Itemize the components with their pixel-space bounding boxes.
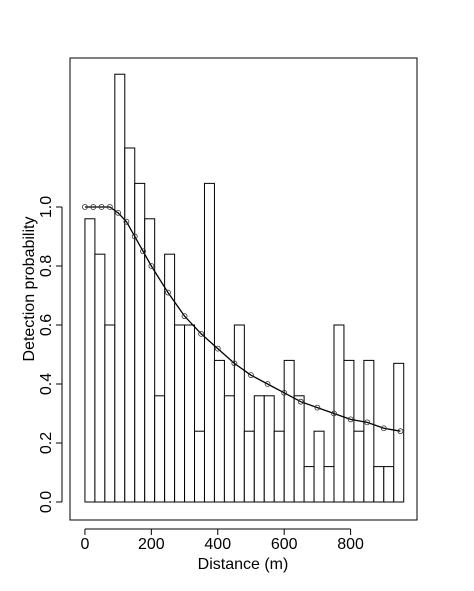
curve-point [165, 289, 171, 296]
bar [253, 395, 265, 503]
curve-point [314, 404, 321, 411]
curve-point [397, 428, 404, 435]
curve-point [181, 313, 188, 320]
curve-point [90, 204, 97, 210]
y-tick-label: 0.6 [38, 314, 55, 336]
bar [124, 147, 136, 503]
curve-point [115, 209, 122, 216]
bar [84, 218, 96, 503]
bar [393, 362, 405, 503]
bar [283, 359, 295, 503]
bar [233, 324, 245, 503]
bar [184, 324, 196, 503]
y-axis-label: Detection probability [21, 217, 38, 362]
bar [303, 466, 315, 503]
curve-point [198, 330, 205, 337]
curve-point [264, 381, 271, 387]
plot-box [69, 57, 418, 521]
curve-point [123, 218, 130, 225]
bar [104, 324, 116, 503]
y-tick-label: 0.2 [38, 432, 55, 454]
x-tick-label: 800 [337, 536, 364, 553]
curve-point [131, 233, 138, 240]
curve-point [281, 389, 288, 396]
bar [353, 430, 365, 503]
bar [114, 73, 126, 503]
curve-point [214, 345, 221, 352]
bar [263, 395, 275, 503]
bar [194, 430, 205, 503]
detection-curve [84, 206, 401, 432]
bar [154, 395, 166, 503]
bar [343, 359, 355, 503]
curve-point [331, 410, 337, 417]
bar [243, 430, 255, 503]
x-tick-label: 400 [204, 536, 231, 553]
curve-point [248, 372, 254, 379]
bar [223, 395, 235, 503]
bar [203, 182, 215, 503]
bar [273, 430, 285, 503]
curve-point [380, 425, 387, 432]
curve-point [231, 360, 238, 367]
bar [144, 218, 156, 503]
y-tick-label: 0.4 [38, 373, 55, 395]
bar [293, 395, 305, 503]
x-axis-label: Distance (m) [198, 556, 289, 573]
bar [383, 466, 395, 503]
y-tick-label: 0.8 [38, 255, 55, 277]
curve-point [98, 204, 105, 210]
curve-point [106, 204, 113, 210]
bar [363, 359, 375, 503]
bar [213, 359, 225, 503]
x-tick-label: 0 [80, 536, 89, 553]
x-tick-label: 200 [138, 536, 165, 553]
bar [134, 182, 146, 503]
curve-point [364, 419, 371, 426]
curve-point [297, 398, 304, 405]
bar [323, 466, 335, 503]
bar [313, 430, 325, 503]
y-tick-label: 1.0 [38, 196, 55, 218]
curve-point [347, 416, 354, 423]
bar [174, 324, 186, 503]
curve-point [140, 248, 146, 255]
y-tick-label: 0.0 [38, 491, 55, 513]
curve-point [82, 204, 88, 210]
bar [373, 466, 385, 503]
curve-point [148, 263, 155, 269]
bar [94, 253, 106, 503]
x-tick-label: 600 [271, 536, 298, 553]
